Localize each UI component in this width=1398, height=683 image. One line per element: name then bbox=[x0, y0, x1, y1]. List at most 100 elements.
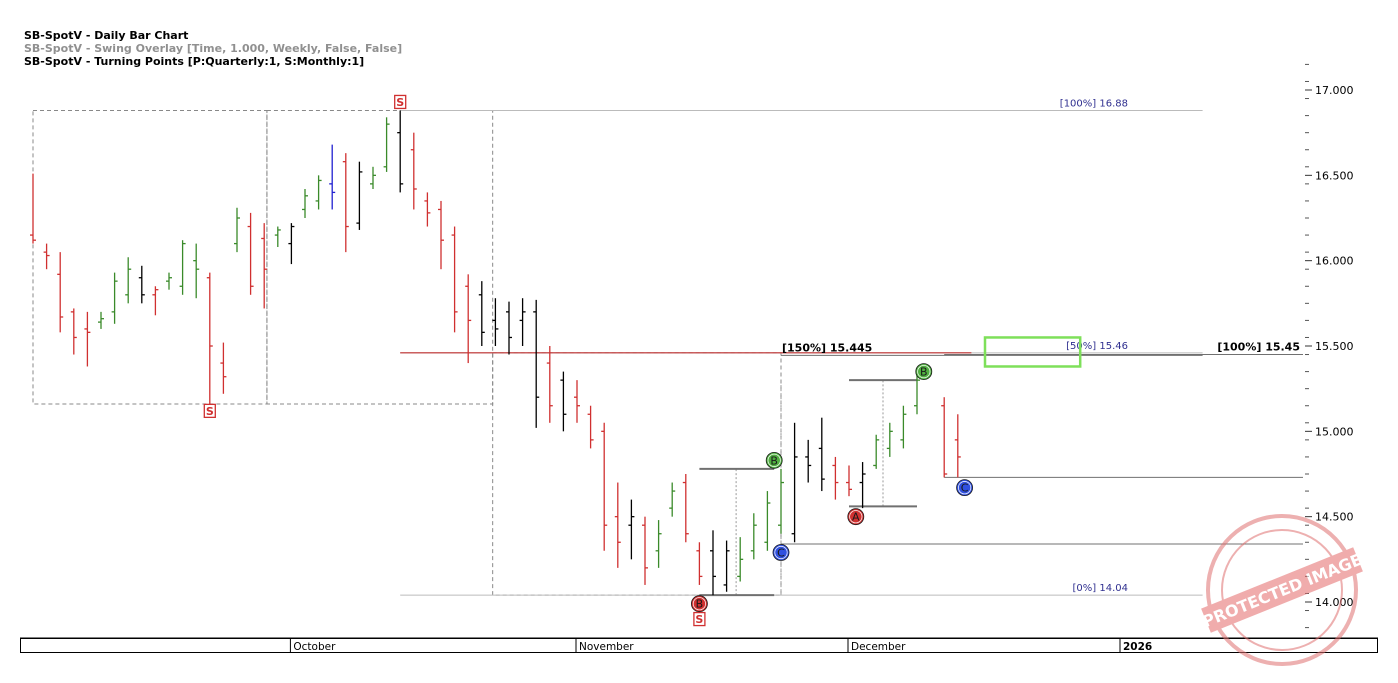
price-bar bbox=[193, 243, 200, 299]
turning-point-c: C bbox=[956, 479, 973, 497]
price-bar bbox=[274, 226, 281, 248]
swing-marker-box bbox=[693, 611, 706, 627]
price-bar bbox=[560, 371, 567, 432]
price-bar bbox=[438, 200, 444, 270]
stamp-band bbox=[1201, 547, 1363, 633]
level-label-2: [0%] 14.04 bbox=[1073, 583, 1128, 594]
turning-point-letter: B bbox=[770, 454, 778, 467]
swing-marker-s: S bbox=[693, 611, 706, 627]
price-bar bbox=[98, 311, 104, 329]
price-tick-label: 14.000 bbox=[1315, 596, 1354, 609]
price-bar bbox=[465, 274, 472, 364]
price-bar bbox=[370, 166, 376, 189]
price-bar bbox=[220, 342, 227, 394]
price-bar bbox=[614, 482, 621, 568]
price-bar bbox=[642, 516, 648, 585]
turning-point-b: B bbox=[765, 451, 783, 469]
price-bar bbox=[601, 422, 608, 551]
turning-point-b: B bbox=[915, 363, 933, 381]
turning-point-letter: A bbox=[852, 511, 860, 524]
level-label-0: [100%] 16.88 bbox=[1060, 98, 1128, 109]
price-bar bbox=[546, 346, 553, 423]
price-bar bbox=[723, 540, 730, 592]
price-bar bbox=[261, 223, 268, 309]
turning-point-inner bbox=[849, 510, 863, 524]
price-bar bbox=[138, 265, 145, 304]
price-bar bbox=[846, 465, 852, 497]
swing-marker-s: S bbox=[394, 94, 407, 110]
month-label: December bbox=[851, 641, 906, 653]
price-bar bbox=[451, 226, 458, 333]
turning-point-inner bbox=[767, 453, 781, 467]
price-bar bbox=[914, 371, 920, 415]
price-bar bbox=[356, 161, 363, 230]
price-bar bbox=[574, 380, 580, 423]
price-bar bbox=[710, 530, 716, 596]
swing-box-1 bbox=[266, 109, 494, 405]
price-bar bbox=[696, 542, 703, 585]
plot-area bbox=[20, 22, 1378, 638]
price-bar bbox=[519, 298, 526, 346]
price-bar bbox=[179, 240, 186, 295]
price-bar bbox=[206, 272, 213, 406]
time-axis: October November December 2026 bbox=[289, 638, 1152, 653]
swing-marker-letter: S bbox=[695, 613, 703, 626]
swing-overlay-label: SB-SpotV - Swing Overlay [Time, 1.000, W… bbox=[24, 42, 403, 55]
price-bar bbox=[533, 299, 540, 428]
turning-point-inner bbox=[917, 364, 931, 379]
price-bar bbox=[397, 110, 404, 193]
price-bar bbox=[737, 537, 744, 582]
price-bar bbox=[832, 456, 839, 500]
price-bar bbox=[302, 188, 308, 218]
turning-point-c: C bbox=[772, 544, 790, 561]
price-bar bbox=[478, 281, 485, 346]
price-bar bbox=[234, 207, 240, 253]
month-label: November bbox=[579, 641, 634, 653]
price-bar bbox=[342, 153, 349, 253]
price-bar bbox=[152, 286, 159, 316]
time-axis-strip bbox=[20, 638, 1378, 653]
turning-point-inner bbox=[692, 597, 707, 611]
price-tick-label: 15.000 bbox=[1315, 425, 1354, 438]
price-bar bbox=[669, 482, 676, 517]
price-bar bbox=[778, 468, 784, 534]
price-bar bbox=[791, 422, 798, 543]
month-label: October bbox=[293, 641, 336, 653]
turning-point-inner bbox=[957, 481, 972, 495]
swing-marker-box bbox=[203, 403, 216, 419]
turning-point-letter: B bbox=[920, 366, 928, 379]
price-bar bbox=[288, 223, 295, 265]
price-bar bbox=[587, 405, 594, 449]
price-bar bbox=[628, 499, 635, 560]
price-bar bbox=[506, 301, 512, 355]
level-label-4: [150%] 15.445 bbox=[782, 341, 872, 354]
price-bar bbox=[492, 298, 499, 346]
price-bar bbox=[750, 513, 757, 560]
price-bar bbox=[900, 405, 907, 449]
price-bars bbox=[30, 110, 961, 596]
price-bar bbox=[886, 422, 893, 457]
price-bar bbox=[941, 397, 948, 478]
chart-title: SB-SpotV - Daily Bar Chart bbox=[24, 29, 189, 42]
turning-point-b: B bbox=[691, 595, 708, 613]
price-bar bbox=[764, 491, 771, 551]
price-tick-label: 16.500 bbox=[1315, 169, 1354, 182]
price-bar bbox=[805, 439, 812, 483]
swing-marker-s: S bbox=[203, 403, 216, 419]
price-bar bbox=[111, 272, 118, 324]
price-bar bbox=[954, 414, 961, 478]
price-bar bbox=[166, 272, 172, 290]
price-bar bbox=[859, 462, 866, 509]
chart-frame bbox=[20, 22, 1378, 653]
price-bar bbox=[383, 117, 390, 172]
price-bar bbox=[84, 311, 91, 367]
price-bar bbox=[70, 308, 77, 355]
price-tick-label: 17.000 bbox=[1315, 84, 1354, 97]
price-tick-label: 16.000 bbox=[1315, 255, 1354, 268]
turning-point-a: A bbox=[847, 508, 865, 526]
turning-points-label: SB-SpotV - Turning Points [P:Quarterly:1… bbox=[24, 55, 365, 68]
price-bar bbox=[43, 243, 50, 270]
price-tick-label: 14.500 bbox=[1315, 511, 1354, 524]
